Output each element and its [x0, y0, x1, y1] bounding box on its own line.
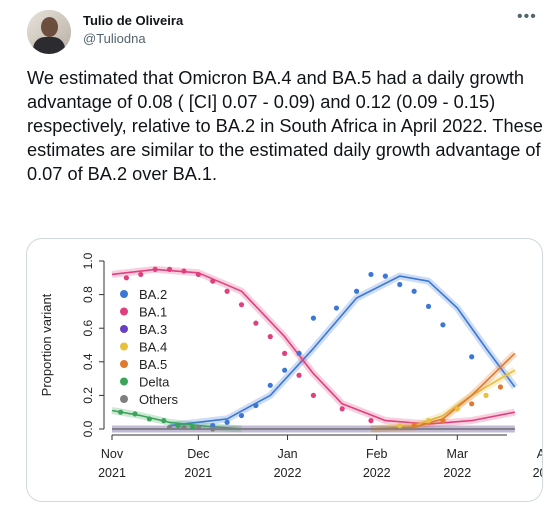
data-point-ba1 [123, 275, 129, 281]
data-point-ba2 [397, 281, 403, 288]
data-point-ba2 [469, 354, 475, 360]
data-point-ba2 [253, 402, 259, 409]
data-point-ba5 [411, 423, 417, 429]
data-point-others [210, 426, 216, 432]
data-point-ba1 [310, 392, 317, 398]
x-tick-year: 2021 [184, 466, 212, 480]
data-point-ba2 [425, 303, 432, 309]
data-point-ba2 [267, 382, 273, 388]
data-point-ba1 [267, 334, 273, 340]
y-tick-label: 0.6 [81, 320, 95, 337]
data-point-ba1 [282, 350, 288, 356]
data-point-ba2 [382, 273, 388, 279]
x-tick-label: Feb [366, 447, 388, 461]
legend-label-ba5: BA.5 [139, 357, 167, 372]
data-point-ba4 [397, 423, 403, 429]
author-name[interactable]: Tulio de Oliveira [83, 13, 184, 28]
legend-label-ba4: BA.4 [139, 340, 167, 355]
data-point-ba1 [195, 271, 201, 278]
y-tick-label: 0.8 [81, 286, 95, 303]
x-tick-label: Mar [447, 447, 469, 461]
data-point-others [181, 424, 187, 430]
legend-label-ba2: BA.2 [139, 287, 167, 302]
data-point-delta [132, 411, 138, 417]
chart-card[interactable]: 0.0 0.2 0.4 0.6 0.8 1.0 Proportion variant Nov 2… [26, 238, 543, 502]
legend-label-delta: Delta [139, 375, 170, 390]
data-point-ba4 [483, 392, 489, 398]
data-point-ba1 [138, 271, 144, 278]
legend-swatch-ba2 [120, 290, 128, 298]
y-tick-label: 0.4 [81, 353, 95, 370]
data-point-ba4 [425, 418, 432, 424]
data-point-ba1 [152, 266, 158, 272]
data-point-delta [118, 409, 124, 415]
data-point-ba1 [253, 320, 259, 326]
data-point-ba4 [454, 406, 460, 412]
data-point-delta [146, 416, 153, 422]
legend-swatch-ba1 [120, 307, 128, 316]
data-point-ba2 [368, 271, 374, 278]
data-point-ba2 [238, 412, 245, 419]
data-point-ba2 [411, 288, 417, 294]
y-tick-label: 1.0 [81, 252, 95, 269]
data-point-ba2 [310, 315, 317, 321]
x-tick-label: Dec [187, 447, 209, 461]
legend-swatch-ba5 [120, 360, 128, 368]
legend-label-others: Others [139, 392, 179, 407]
data-point-others [195, 424, 201, 430]
avatar[interactable] [27, 10, 71, 54]
x-tick-label: Apr [537, 447, 542, 461]
data-point-ba5 [497, 384, 504, 390]
x-tick-label: Nov [101, 447, 124, 461]
data-point-delta [189, 424, 196, 430]
data-point-ba1 [238, 302, 245, 308]
data-point-ba1 [181, 268, 187, 274]
y-axis-label: Proportion variant [39, 293, 54, 396]
more-horizontal-icon[interactable]: ••• [517, 8, 537, 25]
tweet-text: We estimated that Omicron BA.4 and BA.5 … [27, 68, 548, 184]
data-point-ba5 [469, 401, 475, 407]
data-point-ba2 [282, 367, 288, 373]
data-point-ba1 [368, 418, 374, 424]
legend-swatch-ba3 [120, 325, 128, 333]
x-tick-year: 2021 [98, 466, 126, 480]
data-point-ba2 [224, 419, 230, 425]
data-point-ba1 [296, 372, 302, 378]
legend-swatch-delta [120, 377, 128, 386]
legend-swatch-ba4 [120, 342, 128, 351]
x-tick-label: Jan [277, 447, 297, 461]
x-tick-year: 2022 [443, 466, 471, 480]
data-point-ba1 [166, 266, 173, 272]
data-point-ba1 [210, 278, 216, 284]
variant-proportion-chart: 0.0 0.2 0.4 0.6 0.8 1.0 Proportion variant Nov 2… [39, 252, 542, 480]
data-point-ba2 [353, 288, 360, 294]
legend-label-ba1: BA.1 [139, 305, 167, 320]
data-point-ba2 [333, 305, 340, 311]
author-handle[interactable]: @Tuliodna [83, 31, 146, 46]
data-point-ba1 [339, 406, 345, 412]
data-point-delta [175, 423, 181, 429]
y-tick-label: 0.2 [81, 387, 95, 404]
series-line-ba2 [169, 275, 516, 427]
x-tick-year: 2022 [363, 466, 391, 480]
legend-label-ba3: BA.3 [139, 322, 167, 337]
legend-swatch-others [120, 395, 128, 403]
data-point-ba5 [440, 418, 446, 424]
data-point-others [166, 424, 173, 430]
data-point-ba2 [296, 350, 302, 356]
data-point-ba1 [224, 288, 230, 294]
x-tick-year: 2022 [533, 466, 542, 480]
data-point-ba2 [440, 322, 446, 328]
x-tick-year: 2022 [274, 466, 302, 480]
y-tick-label: 0.0 [81, 420, 95, 437]
data-point-delta [161, 418, 167, 424]
